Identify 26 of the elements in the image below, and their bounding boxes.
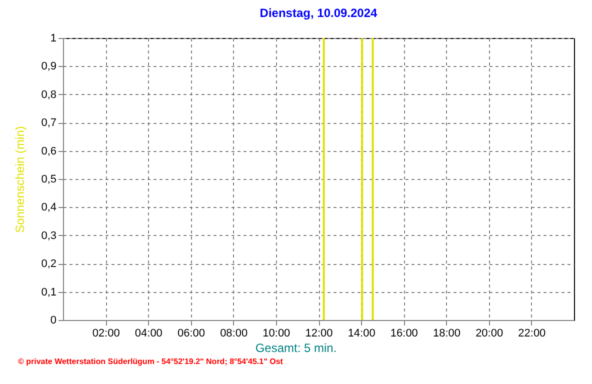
x-tick-label: 20:00 <box>476 328 504 340</box>
x-tick-label: 16:00 <box>390 328 418 340</box>
text: © private Wetterstation Süderlügum - 54°52'19.2" Nord; 8°54'45.1" Ost <box>18 357 283 366</box>
x-tick-label: 12:00 <box>305 328 333 340</box>
y-tick-label: 0,7 <box>41 117 56 130</box>
x-tick-label: 22:00 <box>518 328 546 340</box>
x-tick-label: 06:00 <box>177 328 206 340</box>
y-axis-title: Sonnenschein (min) <box>13 126 28 233</box>
x-tick-label: 02:00 <box>92 328 120 340</box>
x-tick-label: 14:00 <box>348 328 376 340</box>
y-tick-label: 0,6 <box>41 145 56 158</box>
y-tick-label: 0,1 <box>41 286 56 298</box>
x-tick-label: 04:00 <box>134 328 162 340</box>
y-tick-label: 0,8 <box>41 88 56 101</box>
y-tick-label: 1 <box>50 32 56 44</box>
y-tick-label: 0 <box>50 314 56 326</box>
x-tick-label: 08:00 <box>220 328 248 340</box>
text: Gesamt: 5 min. <box>254 341 338 355</box>
x-tick-label: 18:00 <box>432 328 461 340</box>
chart-title: Dienstag, 10.09.2024 <box>260 6 378 20</box>
y-tick-label: 0,3 <box>41 230 56 242</box>
y-tick-label: 0,9 <box>41 60 56 73</box>
y-tick-label: 0,5 <box>41 174 56 186</box>
y-tick-label: 0,2 <box>41 258 56 270</box>
x-tick-label: 10:00 <box>262 328 290 340</box>
y-tick-label: 0,4 <box>41 202 56 214</box>
